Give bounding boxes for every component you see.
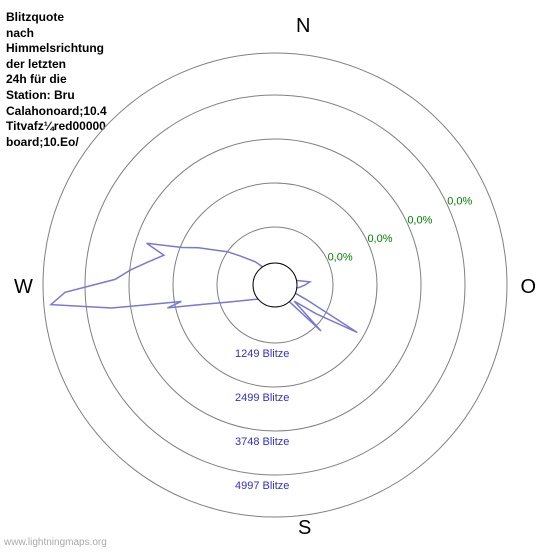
polar-chart: 0,0% 0,0% 0,0% 0,0% 1249 Blitze 2499 Blitze 37… bbox=[0, 0, 550, 550]
center-hole bbox=[253, 263, 297, 307]
chart-svg: 0,0% 0,0% 0,0% 0,0% 1249 Blitze 2499 Blitze 37… bbox=[0, 0, 550, 550]
ring-label-count: 3748 Blitze bbox=[235, 436, 289, 448]
ring-label-count: 1249 Blitze bbox=[235, 348, 289, 360]
cardinal-s: S bbox=[298, 517, 311, 540]
ring-label-percent: 0,0% bbox=[328, 251, 353, 263]
cardinal-o: O bbox=[520, 276, 536, 299]
ring-label-percent: 0,0% bbox=[367, 233, 392, 245]
footer-credit: www.lightningmaps.org bbox=[4, 537, 107, 548]
ring-label-percent: 0,0% bbox=[447, 196, 472, 208]
cardinal-w: W bbox=[14, 276, 33, 299]
lightning-rose-line bbox=[51, 243, 357, 332]
ring-label-count: 4997 Blitze bbox=[235, 480, 289, 492]
ring-label-percent: 0,0% bbox=[407, 214, 432, 226]
cardinal-n: N bbox=[296, 15, 310, 38]
ring-label-count: 2499 Blitze bbox=[235, 392, 289, 404]
